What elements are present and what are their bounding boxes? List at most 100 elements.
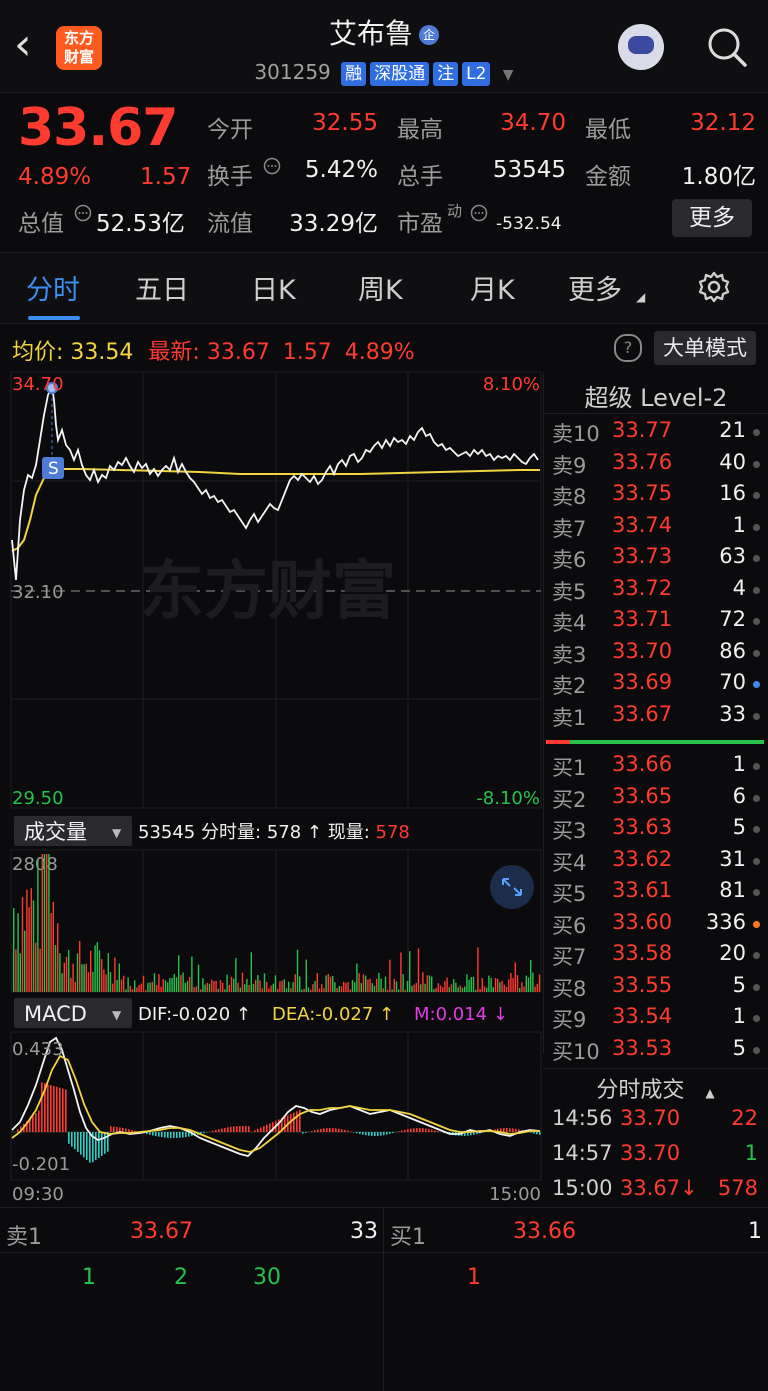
bid-row[interactable]: 买10 33.53 5	[550, 1036, 762, 1066]
macd-bar	[260, 1127, 262, 1132]
tab-more[interactable]: 更多	[568, 275, 622, 306]
macd-bar	[212, 1130, 214, 1132]
macd-bar	[434, 1130, 436, 1132]
macd-bar	[239, 1126, 241, 1132]
macd-bar	[188, 1132, 190, 1137]
bid-volume: 6	[732, 783, 746, 808]
stock-name: 艾布鲁	[328, 17, 413, 50]
macd-selector[interactable]	[14, 998, 132, 1028]
ask-row[interactable]: 卖1 33.67 33	[550, 702, 762, 732]
volume-bar	[358, 973, 360, 992]
bid-row[interactable]: 买2 33.65 6	[550, 784, 762, 814]
ask-level-label: 卖10	[552, 422, 600, 446]
ask-row[interactable]: 卖3 33.70 86	[550, 639, 762, 669]
high-label: 最高	[397, 117, 443, 143]
trade-volume: 1	[744, 1141, 758, 1165]
volume-bar	[314, 981, 316, 992]
macd-bar	[194, 1132, 196, 1136]
info-dots-icon[interactable]	[470, 204, 488, 222]
macd-bar	[332, 1128, 334, 1132]
trade-time: 15:00	[552, 1176, 613, 1200]
macd-bar	[173, 1132, 175, 1138]
bid-row[interactable]: 买7 33.58 20	[550, 941, 762, 971]
macd-bar	[44, 1083, 46, 1132]
bid-row[interactable]: 买4 33.62 31	[550, 847, 762, 877]
volume-bar	[409, 951, 411, 992]
volume-bar	[512, 978, 514, 992]
bid-row[interactable]: 买6 33.60 336	[550, 910, 762, 940]
tab-intraday[interactable]: 分时	[26, 275, 80, 306]
macd-bar	[356, 1132, 358, 1134]
macd-bar	[203, 1132, 205, 1134]
ask-level-label: 卖6	[552, 548, 587, 572]
volume-bar	[470, 977, 472, 992]
big-order-mode-button[interactable]: 大单模式	[654, 331, 756, 365]
macd-bar	[506, 1128, 508, 1132]
bid-row[interactable]: 买8 33.55 5	[550, 973, 762, 1003]
macd-bar	[65, 1089, 67, 1132]
volume-bar	[118, 963, 120, 992]
macd-bar	[437, 1131, 439, 1132]
volume-bar	[76, 953, 79, 992]
turnover-label: 换手	[207, 164, 253, 190]
expand-button[interactable]	[490, 865, 534, 909]
ask-row[interactable]: 卖4 33.71 72	[550, 607, 762, 637]
search-icon[interactable]	[706, 26, 748, 68]
volume-bar	[107, 953, 109, 992]
info-dots-icon[interactable]	[263, 157, 281, 175]
bid-price: 33.63	[612, 815, 673, 839]
volume-bar	[120, 979, 123, 992]
tab-weekly-k[interactable]: 周K	[358, 275, 403, 306]
ask-row[interactable]: 卖10 33.77 21	[550, 418, 762, 448]
volume-bar	[248, 985, 250, 992]
trades-title[interactable]: 分时成交 ▲	[543, 1072, 768, 1104]
volume-bar	[329, 976, 332, 992]
tab-daily-k[interactable]: 日K	[251, 275, 296, 306]
macd-bar	[161, 1132, 163, 1138]
ask-level-label: 卖5	[552, 579, 587, 604]
ask-row[interactable]: 卖9 33.76 40	[550, 450, 762, 480]
volume-info: 53545 分时量: 578 ↑ 现量: 578	[138, 822, 410, 843]
bid-row[interactable]: 买3 33.63 5	[550, 815, 762, 845]
tab-monthly-k[interactable]: 月K	[470, 275, 515, 306]
volume-bar	[184, 982, 186, 992]
macd-bar	[146, 1132, 148, 1135]
ask-row[interactable]: 卖2 33.69 70	[550, 670, 762, 700]
dot-icon	[753, 586, 760, 594]
macd-bar	[218, 1129, 220, 1132]
trade-price: 33.70	[620, 1141, 681, 1165]
tab-five-day[interactable]: 五日	[135, 275, 189, 306]
volume-selector[interactable]	[14, 816, 132, 846]
volume-bar	[294, 974, 296, 992]
volume-bar	[448, 987, 450, 992]
info-dots-icon[interactable]	[74, 204, 92, 222]
ask-row[interactable]: 卖8 33.75 16	[550, 481, 762, 511]
macd-bar	[299, 1109, 301, 1132]
volume-bar	[354, 982, 356, 992]
chevron-down-icon[interactable]: ▼	[502, 67, 514, 83]
settings-gear-icon[interactable]	[697, 270, 731, 304]
macd-bar	[473, 1132, 475, 1135]
macd-bar	[368, 1132, 370, 1136]
volume-bar	[19, 953, 21, 992]
volume-bar	[435, 987, 437, 992]
macd-bar	[389, 1132, 391, 1134]
volume-bar	[417, 948, 420, 992]
volume-bar	[65, 956, 68, 992]
ask-level-label: 卖2	[552, 674, 587, 698]
macd-bar	[263, 1126, 265, 1132]
back-icon[interactable]: ‹	[14, 19, 32, 70]
ask-row[interactable]: 卖5 33.72 4	[550, 576, 762, 606]
bid-row[interactable]: 买1 33.66 1	[550, 752, 762, 782]
macd-bar	[236, 1126, 238, 1132]
bid-row[interactable]: 买9 33.54 1	[550, 1004, 762, 1034]
intraday-chart[interactable]: 东方财富 S 34.70 8.10% 32.10 29.50 -8.10% 成交…	[0, 370, 544, 1205]
ask-row[interactable]: 卖6 33.73 63	[550, 544, 762, 574]
volume-bar	[411, 985, 413, 992]
ask-row[interactable]: 卖7 33.74 1	[550, 513, 762, 543]
help-icon[interactable]: ?	[614, 334, 642, 362]
more-quote-button[interactable]: 更多	[672, 199, 752, 237]
volume-selector-label: 成交量	[24, 820, 87, 844]
s-signal-marker[interactable]	[42, 457, 64, 479]
bid-row[interactable]: 买5 33.61 81	[550, 878, 762, 908]
